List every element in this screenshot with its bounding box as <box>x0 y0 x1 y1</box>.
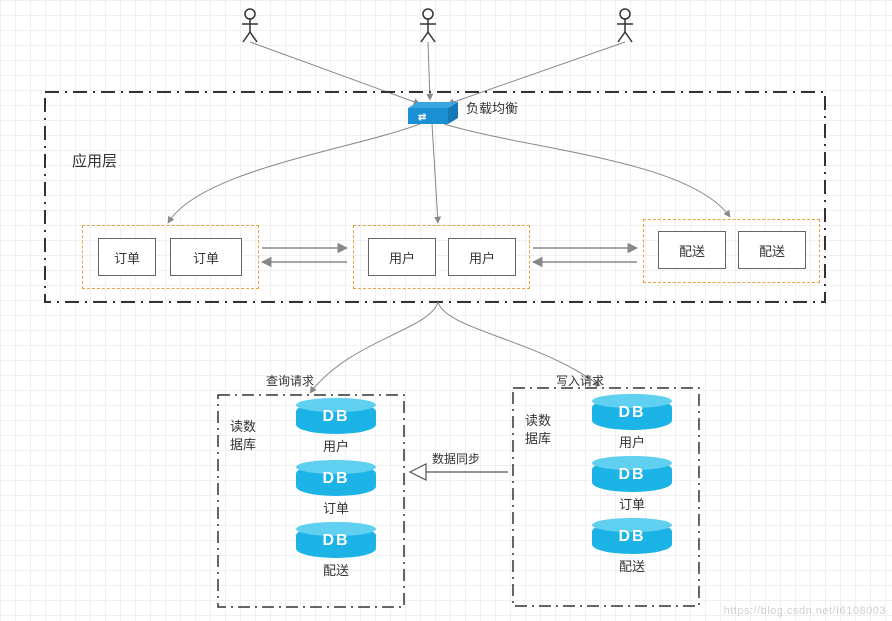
write-request-label: 写入请求 <box>556 372 604 389</box>
actor-to-lb-edges <box>250 42 625 104</box>
read-request-label: 查询请求 <box>266 372 314 389</box>
lb-to-cluster-edges <box>168 124 730 223</box>
write-db-orders: DB 订单 <box>592 460 672 513</box>
read-db-title: 读数 据库 <box>230 418 256 454</box>
read-db-orders: DB 订单 <box>296 464 376 517</box>
load-balancer-icon: ⇄ <box>408 102 458 124</box>
read-db-delivery: DB 配送 <box>296 526 376 579</box>
read-db-users: DB 用户 <box>296 402 376 455</box>
orders-box-1: 订单 <box>98 238 156 276</box>
sync-label: 数据同步 <box>432 450 480 467</box>
app-layer-title: 应用层 <box>72 150 117 171</box>
actor-icon <box>242 9 633 42</box>
write-db-title: 读数 据库 <box>525 412 551 448</box>
write-db-users: DB 用户 <box>592 398 672 451</box>
load-balancer-label: 负载均衡 <box>466 98 518 117</box>
diagram-svg: ⇄ <box>0 0 892 621</box>
delivery-box-2: 配送 <box>738 231 806 269</box>
delivery-box-1: 配送 <box>658 231 726 269</box>
users-box-1: 用户 <box>368 238 436 276</box>
watermark: https://blog.csdn.net/I6108003 <box>724 605 886 617</box>
users-box-2: 用户 <box>448 238 516 276</box>
diagram-canvas: ⇄ 负载均衡 应用层 <box>0 0 892 621</box>
orders-box-2: 订单 <box>170 238 242 276</box>
write-db-delivery: DB 配送 <box>592 522 672 575</box>
svg-text:⇄: ⇄ <box>418 112 427 123</box>
